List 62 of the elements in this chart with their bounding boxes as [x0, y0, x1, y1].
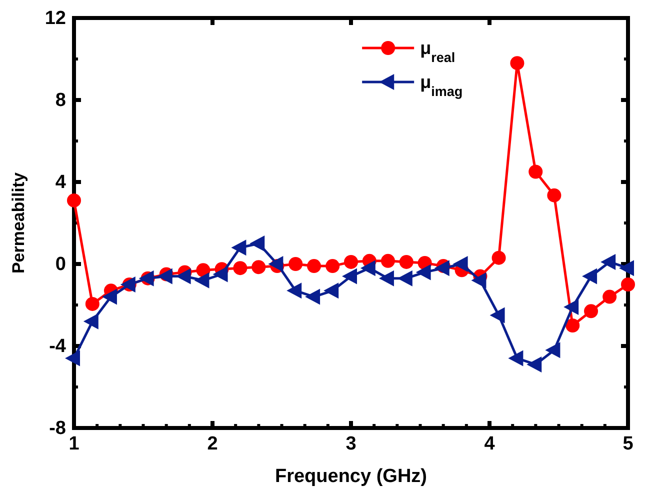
- point: [600, 254, 616, 270]
- point: [416, 264, 431, 280]
- point: [194, 272, 210, 288]
- point: [564, 299, 579, 316]
- legend-label: μ$_{imag}$: [420, 72, 463, 98]
- legend-label: μ$_{real}$: [420, 38, 456, 64]
- point: [566, 318, 580, 332]
- x-tick-label: 2: [207, 433, 218, 454]
- x-tick-label: 1: [68, 433, 80, 454]
- point: [471, 272, 486, 288]
- point: [434, 260, 450, 276]
- point: [326, 259, 340, 274]
- y-tick-label: 4: [55, 172, 66, 194]
- y-tick-label: -8: [49, 418, 66, 440]
- point: [380, 254, 395, 268]
- x-tick-label: 5: [622, 433, 634, 454]
- point: [508, 350, 524, 366]
- point: [231, 240, 246, 256]
- point: [378, 270, 394, 286]
- point: [307, 259, 322, 274]
- point: [547, 188, 562, 202]
- point: [490, 307, 505, 324]
- point: [545, 342, 560, 358]
- y-tick-label: 0: [55, 254, 66, 276]
- point: [65, 350, 80, 366]
- point: [452, 256, 468, 272]
- point: [360, 260, 376, 276]
- point: [342, 268, 357, 284]
- point: [268, 256, 284, 272]
- y-tick-label: -4: [49, 336, 66, 358]
- point: [492, 250, 506, 265]
- point: [526, 356, 542, 372]
- point: [602, 290, 617, 304]
- point: [582, 268, 598, 284]
- point: [157, 268, 172, 284]
- x-tick-label: 3: [346, 433, 356, 454]
- point: [324, 282, 339, 299]
- y-axis-title: Permeability: [9, 172, 28, 274]
- point: [102, 288, 117, 305]
- point: [344, 254, 358, 269]
- point: [397, 270, 412, 286]
- point: [399, 254, 414, 269]
- point: [528, 164, 543, 179]
- point: [288, 257, 303, 271]
- point: [212, 266, 228, 282]
- point: [584, 304, 598, 318]
- x-axis-title: Frequency (GHz): [274, 466, 428, 487]
- y-tick-label: 12: [44, 8, 66, 30]
- point: [252, 260, 266, 274]
- point: [250, 236, 265, 252]
- point: [67, 193, 81, 208]
- point: [233, 261, 248, 276]
- y-tick-label: 8: [55, 90, 66, 112]
- point: [83, 313, 98, 330]
- point: [85, 296, 100, 311]
- point: [196, 263, 210, 278]
- point: [619, 260, 634, 276]
- point: [621, 278, 635, 292]
- x-tick-label: 4: [484, 433, 496, 454]
- point: [510, 56, 524, 70]
- point: [305, 288, 320, 305]
- point: [286, 282, 302, 299]
